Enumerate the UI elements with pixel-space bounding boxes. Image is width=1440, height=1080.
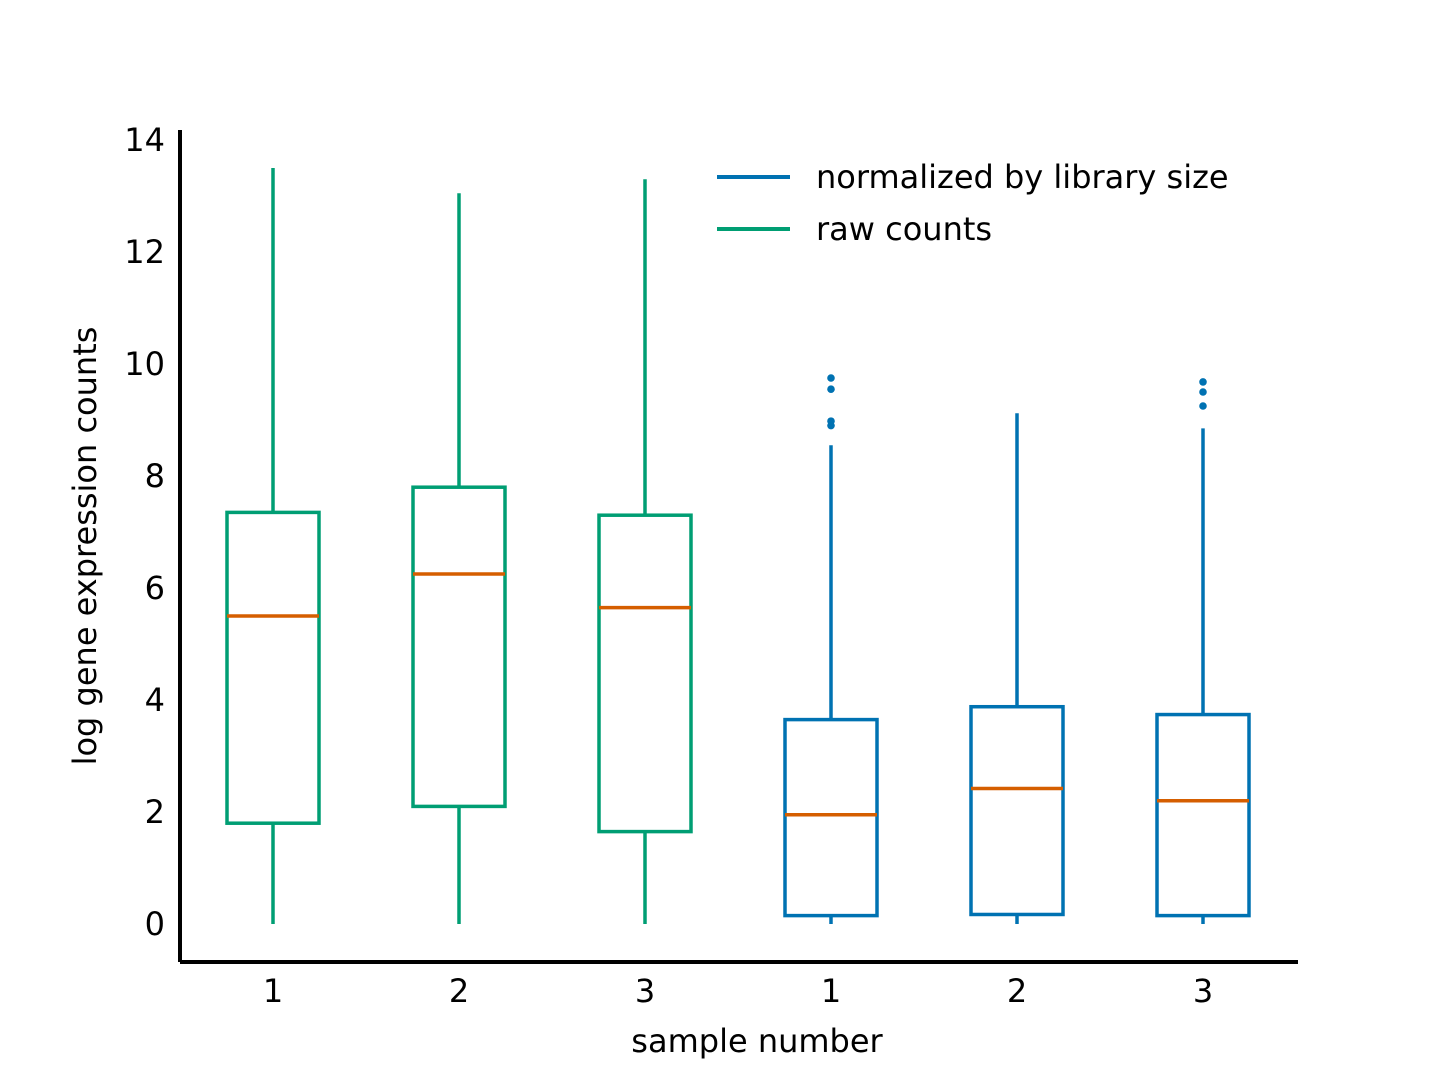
y-tick-label: 10: [124, 345, 165, 383]
box-iqr: [597, 513, 693, 834]
x-tick-label: 3: [635, 972, 655, 1010]
y-tick-label: 2: [145, 793, 165, 831]
box-normalized-1: [783, 374, 879, 924]
box-iqr: [411, 485, 507, 809]
outlier-point: [827, 385, 835, 394]
x-axis-label: sample number: [631, 1022, 883, 1060]
y-tick-label: 12: [124, 233, 165, 271]
x-tick-label: 2: [449, 972, 469, 1010]
y-tick-label: 0: [145, 905, 165, 943]
x-tick-label: 1: [821, 972, 841, 1010]
y-tick-label: 6: [145, 569, 165, 607]
outlier-point: [1199, 388, 1207, 396]
box-iqr: [1155, 712, 1251, 918]
x-ticks: 1 2 3 1 2 3: [263, 972, 1213, 1010]
box-iqr: [783, 717, 879, 918]
box-raw-2: [411, 193, 507, 924]
outlier-point: [1199, 378, 1207, 386]
box-iqr: [225, 510, 321, 825]
outlier-point: [827, 417, 835, 425]
x-tick-label: 1: [263, 972, 283, 1010]
x-tick-label: 2: [1007, 972, 1027, 1010]
box-normalized-3: [1155, 378, 1251, 924]
y-tick-label: 14: [124, 121, 165, 159]
y-tick-label: 8: [145, 457, 165, 495]
axes: [178, 130, 1298, 964]
plot-marks: [225, 168, 1251, 924]
x-tick-label: 3: [1193, 972, 1213, 1010]
box-raw-3: [597, 179, 693, 924]
legend-label: raw counts: [816, 210, 992, 248]
outlier-point: [827, 374, 835, 382]
y-tick-label: 4: [145, 681, 165, 719]
outlier-point: [1199, 402, 1207, 410]
y-axis-label: log gene expression counts: [66, 327, 104, 766]
box-normalized-2: [969, 413, 1065, 924]
legend-label: normalized by library size: [816, 158, 1229, 196]
y-ticks: 0 2 4 6 8 10 12 14: [124, 121, 165, 943]
legend: normalized by library size raw counts: [717, 158, 1229, 248]
box-iqr: [969, 704, 1065, 917]
box-raw-1: [225, 168, 321, 924]
